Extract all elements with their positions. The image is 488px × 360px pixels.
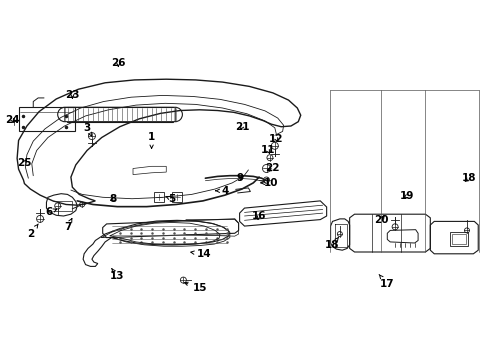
Text: 25: 25 (17, 158, 32, 168)
Text: 15: 15 (184, 282, 207, 293)
Text: 6: 6 (45, 207, 57, 217)
Bar (154, 192, 163, 202)
Text: 7: 7 (63, 219, 72, 232)
Bar (449, 232, 467, 246)
Bar (172, 192, 182, 202)
Text: 8: 8 (110, 194, 117, 204)
Text: 13: 13 (110, 269, 124, 282)
Text: 10: 10 (261, 178, 278, 188)
Text: 4: 4 (215, 186, 228, 196)
Text: 26: 26 (111, 58, 125, 68)
Text: 22: 22 (265, 163, 280, 174)
Text: 2: 2 (27, 224, 38, 239)
Text: 18: 18 (325, 237, 339, 250)
Bar (19, 107, 75, 131)
Text: 16: 16 (251, 211, 266, 221)
Text: 12: 12 (268, 134, 283, 144)
Bar (451, 234, 465, 244)
Text: 5: 5 (165, 194, 175, 204)
Text: 18: 18 (461, 173, 476, 183)
Text: 9: 9 (236, 173, 243, 183)
Text: 23: 23 (65, 90, 80, 100)
Text: 3: 3 (83, 123, 91, 136)
Text: 11: 11 (260, 145, 275, 156)
Text: 20: 20 (373, 215, 388, 225)
Text: 19: 19 (399, 191, 413, 201)
Text: 21: 21 (234, 122, 249, 132)
Text: 14: 14 (190, 249, 211, 259)
Text: 1: 1 (148, 132, 155, 148)
Text: 24: 24 (5, 114, 20, 125)
Text: 17: 17 (378, 274, 394, 289)
